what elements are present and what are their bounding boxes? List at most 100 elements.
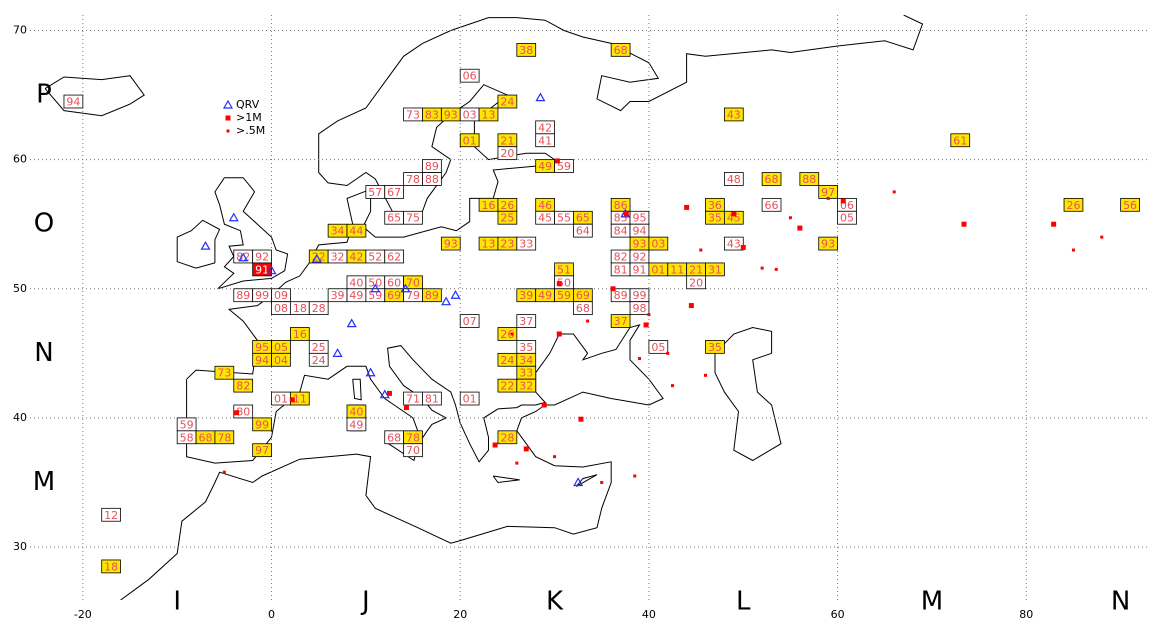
- city: [826, 196, 830, 200]
- city: [222, 470, 226, 474]
- qrv-marker: [370, 283, 381, 293]
- square-label: 05: [651, 341, 665, 354]
- x-tick-label: 60: [831, 608, 845, 621]
- y-tick-label: 40: [13, 411, 27, 424]
- square-label: 25: [500, 212, 514, 225]
- square-label: 64: [576, 225, 590, 238]
- locator-square: [289, 327, 310, 341]
- square-label: 58: [180, 431, 194, 444]
- square-label: 89: [614, 289, 628, 302]
- locator-square: [610, 314, 631, 328]
- square-label: 48: [727, 173, 741, 186]
- square-label: 18: [104, 560, 118, 573]
- locator-square: [346, 223, 367, 238]
- large-city: [684, 204, 690, 210]
- square-label: 67: [387, 186, 401, 199]
- y-tick-label: 50: [13, 282, 27, 295]
- large-city: [688, 303, 694, 309]
- large-city: [492, 442, 498, 448]
- large-city: [623, 211, 629, 217]
- square-label: 81: [425, 393, 439, 406]
- square-label: 91: [632, 263, 646, 276]
- square-label: 21: [500, 134, 514, 147]
- square-label: 31: [708, 263, 722, 276]
- square-label: 46: [538, 199, 552, 212]
- locator-square: [837, 210, 857, 225]
- square-label: 93: [632, 238, 646, 251]
- square-label: 39: [519, 289, 533, 302]
- square-label: 89: [236, 289, 250, 302]
- square-label: 73: [406, 108, 420, 121]
- square-label: 89: [425, 160, 439, 173]
- large-city: [840, 198, 846, 204]
- y-tick-label: 70: [13, 23, 27, 36]
- square-label: 05: [274, 341, 288, 354]
- square-label: 60: [387, 276, 401, 289]
- large-city: [610, 286, 616, 292]
- x-tick-label: 40: [642, 608, 656, 621]
- square-label: 09: [274, 289, 288, 302]
- city: [600, 480, 604, 484]
- square-label: 59: [180, 418, 194, 431]
- city: [647, 313, 651, 317]
- coastline: [44, 75, 145, 117]
- legend-label: >.5M: [236, 124, 265, 137]
- square-label: 20: [689, 276, 703, 289]
- field-letter: N: [1111, 587, 1130, 617]
- square-label: 42: [538, 121, 552, 134]
- square-label: 22: [312, 250, 326, 263]
- locator-square: [723, 107, 744, 122]
- square-label: 51: [557, 263, 571, 276]
- legend-label: QRV: [236, 98, 260, 111]
- square-label: 99: [632, 289, 646, 302]
- square-label: 49: [538, 289, 552, 302]
- locator-square: [516, 43, 537, 57]
- square-label: 06: [463, 70, 477, 83]
- locator-square: [516, 236, 537, 251]
- square-label: 98: [632, 302, 646, 315]
- square-label: 13: [482, 108, 496, 121]
- square-label: 41: [538, 134, 552, 147]
- y-tick-label: 30: [13, 540, 27, 553]
- square-label: 57: [368, 186, 382, 199]
- locator-square: [705, 262, 725, 277]
- city: [553, 455, 557, 459]
- qrv-marker: [311, 253, 322, 263]
- city: [704, 373, 708, 377]
- locator-square: [233, 378, 254, 393]
- square-label: 42: [349, 250, 363, 263]
- square-label: 71: [406, 393, 420, 406]
- square-label: 26: [500, 199, 514, 212]
- square-label: 12: [104, 509, 118, 522]
- locator-square: [497, 94, 518, 109]
- square-label: 28: [500, 431, 514, 444]
- locator-square: [459, 133, 480, 148]
- qrv-marker: [365, 367, 376, 377]
- square-label: 38: [519, 44, 533, 57]
- stations: [200, 92, 1104, 487]
- city: [1071, 248, 1075, 252]
- square-label: 45: [538, 212, 552, 225]
- square-label: 73: [217, 367, 231, 380]
- locator-square: [516, 378, 537, 393]
- square-label: 94: [632, 225, 646, 238]
- square-label: 59: [557, 289, 571, 302]
- square-label: 79: [406, 289, 420, 302]
- square-label: 32: [519, 380, 533, 393]
- square-label: 35: [708, 212, 722, 225]
- locator-square: [497, 146, 518, 161]
- qrv-marker: [535, 92, 546, 102]
- locator-square: [799, 172, 820, 186]
- square-label: 91: [255, 263, 269, 276]
- locator-square: [384, 185, 405, 199]
- square-label: 11: [670, 263, 684, 276]
- large-city: [234, 410, 240, 416]
- square-label: 82: [236, 250, 250, 263]
- square-label: 36: [708, 199, 722, 212]
- square-label: 13: [482, 238, 496, 251]
- x-tick-label: 20: [453, 608, 467, 621]
- square-label: 03: [463, 108, 477, 121]
- qrv-marker: [400, 283, 411, 293]
- large-city: [961, 221, 967, 227]
- locator-square: [214, 430, 235, 445]
